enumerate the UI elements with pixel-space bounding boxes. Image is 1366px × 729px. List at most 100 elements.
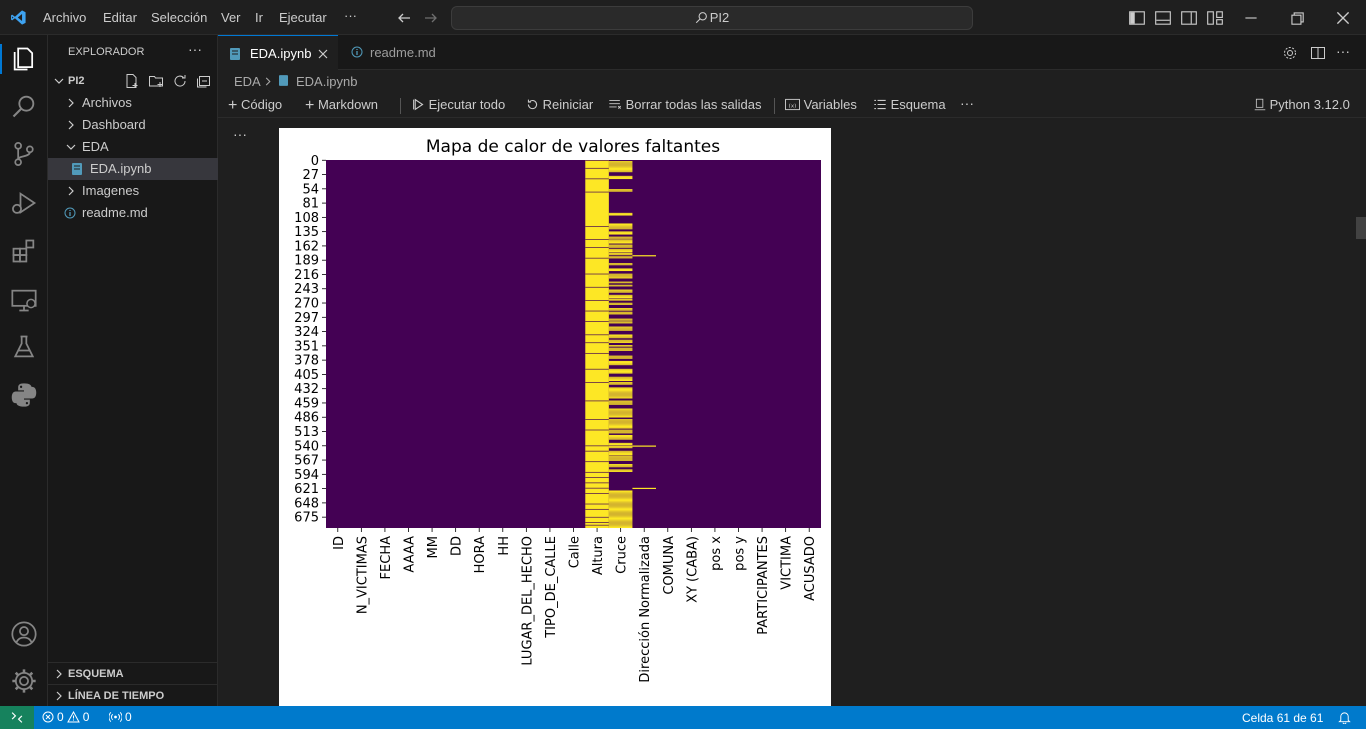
run-all-button[interactable]: Ejecutar todo — [412, 97, 505, 112]
breadcrumb-folder[interactable]: EDA — [234, 74, 261, 89]
command-center-search[interactable]: PI2 — [451, 6, 973, 30]
heatmap-cell-cruce-missing — [608, 240, 633, 241]
heatmap-cell-cruce-missing — [608, 380, 633, 382]
heatmap-cell-altura-present — [585, 429, 609, 431]
heatmap-cell-cruce-missing — [608, 495, 633, 497]
remote-indicator[interactable] — [0, 706, 34, 729]
heatmap-cell-altura-present — [585, 471, 609, 473]
python-icon[interactable] — [10, 381, 38, 409]
variables-button[interactable]: (x) Variables — [785, 97, 857, 112]
tree-item-readme[interactable]: readme.md — [48, 202, 218, 224]
heatmap-cell-cruce-missing — [608, 245, 633, 246]
timeline-section[interactable]: LÍNEA DE TIEMPO — [48, 685, 218, 707]
scrollbar-thumb[interactable] — [1356, 217, 1366, 239]
tree-item-dashboard[interactable]: Dashboard — [48, 114, 218, 136]
tab-readme-md[interactable]: readme.md — [339, 35, 463, 70]
tab-eda-ipynb[interactable]: EDA.ipynb — [218, 35, 338, 70]
extensions-icon[interactable] — [10, 237, 38, 265]
restart-kernel-button[interactable]: Reiniciar — [526, 97, 593, 112]
remote-explorer-icon[interactable] — [10, 286, 38, 314]
toggle-secondary-sidebar-icon[interactable] — [1180, 9, 1198, 27]
menu-ejecutar[interactable]: Ejecutar — [279, 10, 327, 25]
add-code-cell-button[interactable]: + Código — [228, 97, 282, 115]
explorer-icon[interactable] — [10, 45, 38, 73]
ports-indicator[interactable]: 0 — [108, 710, 132, 724]
workspace-root[interactable]: PI2 — [48, 70, 218, 92]
tree-item-eda-ipynb[interactable]: EDA.ipynb — [48, 158, 218, 180]
restore-icon[interactable] — [1288, 9, 1306, 27]
add-markdown-cell-button[interactable]: + Markdown — [305, 97, 378, 115]
new-file-icon[interactable] — [124, 73, 140, 89]
heatmap-cell-cruce-missing — [608, 517, 633, 518]
tree-item-archivos[interactable]: Archivos — [48, 92, 218, 114]
active-indicator — [0, 44, 2, 74]
heatmap-cell-cruce-missing — [608, 176, 633, 177]
collapse-all-icon[interactable] — [196, 73, 212, 89]
heatmap-cell-cruce-missing — [608, 465, 633, 466]
heatmap-cell-cruce-missing — [608, 432, 633, 434]
menu-archivo[interactable]: Archivo — [43, 10, 87, 25]
menu-ver[interactable]: Ver — [221, 10, 241, 25]
notifications-bell-icon[interactable] — [1338, 711, 1351, 724]
heatmap-cell-altura-present — [585, 524, 609, 526]
x-tick-label: Dirección Normalizada — [638, 536, 653, 683]
y-tick-label: 675 — [294, 511, 319, 526]
run-debug-icon[interactable] — [10, 189, 38, 217]
heatmap-cell-cruce-missing — [608, 466, 633, 468]
editor-more-button[interactable]: ··· — [1336, 43, 1350, 59]
toggle-primary-sidebar-icon[interactable] — [1128, 9, 1146, 27]
menu-more-button[interactable]: ··· — [344, 8, 357, 23]
heatmap-cell-cruce-missing — [608, 464, 633, 466]
split-editor-icon[interactable] — [1310, 45, 1326, 61]
toolbar-more-button[interactable]: ··· — [960, 95, 974, 111]
heatmap-cell-cruce-missing — [608, 430, 633, 431]
close-tab-icon[interactable] — [317, 48, 329, 60]
heatmap-cell-cruce-missing — [608, 521, 633, 523]
source-control-icon[interactable] — [10, 140, 38, 168]
accounts-icon[interactable] — [10, 620, 38, 648]
manage-gear-icon[interactable] — [10, 667, 38, 695]
heatmap-cell-cruce-missing — [608, 257, 633, 258]
customize-layout-icon[interactable] — [1206, 9, 1224, 27]
heatmap-cell-cruce-missing — [608, 238, 633, 239]
outline-button[interactable]: Esquema — [873, 97, 946, 112]
heatmap-cell-cruce-missing — [608, 410, 633, 412]
tree-item-imagenes[interactable]: Imagenes — [48, 180, 218, 202]
heatmap-cell-cruce-missing — [608, 395, 633, 397]
menu-editar[interactable]: Editar — [103, 10, 137, 25]
cell-position[interactable]: Celda 61 de 61 — [1242, 711, 1324, 725]
heatmap-background — [326, 160, 821, 528]
search-view-icon[interactable] — [10, 92, 38, 120]
heatmap-cell-cruce-missing — [608, 507, 633, 509]
heatmap-cell-cruce-missing — [608, 415, 633, 416]
explorer-more-button[interactable]: ··· — [188, 41, 202, 57]
kernel-picker[interactable]: Python 3.12.0 — [1254, 97, 1350, 112]
clear-outputs-button[interactable]: Borrar todas las salidas — [608, 97, 761, 112]
heatmap-cell-cruce-missing — [608, 503, 633, 505]
close-window-icon[interactable] — [1334, 9, 1352, 27]
refresh-icon[interactable] — [172, 73, 188, 89]
cell-output-more-button[interactable]: ··· — [233, 126, 247, 142]
minimize-icon[interactable] — [1242, 9, 1260, 27]
back-arrow-icon[interactable] — [396, 10, 412, 26]
breadcrumb-file[interactable]: EDA.ipynb — [296, 74, 358, 89]
toggle-panel-icon[interactable] — [1154, 9, 1172, 27]
outline-list-icon — [874, 99, 886, 110]
outline-section[interactable]: ESQUEMA — [48, 663, 218, 685]
testing-icon[interactable] — [10, 333, 38, 361]
forward-arrow-icon[interactable] — [423, 10, 439, 26]
new-folder-icon[interactable] — [148, 73, 164, 89]
heatmap-cell-cruce-missing — [608, 313, 633, 315]
heatmap-cell-cruce-missing — [608, 460, 633, 461]
notebook-settings-gear-icon[interactable] — [1282, 45, 1298, 61]
heatmap-cell-cruce-missing — [608, 328, 633, 329]
menu-seleccion[interactable]: Selección — [151, 10, 208, 25]
menu-ir[interactable]: Ir — [255, 10, 263, 25]
tree-item-eda[interactable]: EDA — [48, 136, 218, 158]
explorer-title: EXPLORADOR — [68, 46, 145, 58]
heatmap-cell-cruce-missing — [608, 409, 633, 411]
heatmap-cell-cruce-missing — [608, 170, 633, 171]
notebook-toolbar: + Código + Markdown Ejecutar todo Reinic… — [218, 92, 1366, 118]
x-tick-label: LUGAR_DEL_HECHO — [520, 536, 535, 666]
